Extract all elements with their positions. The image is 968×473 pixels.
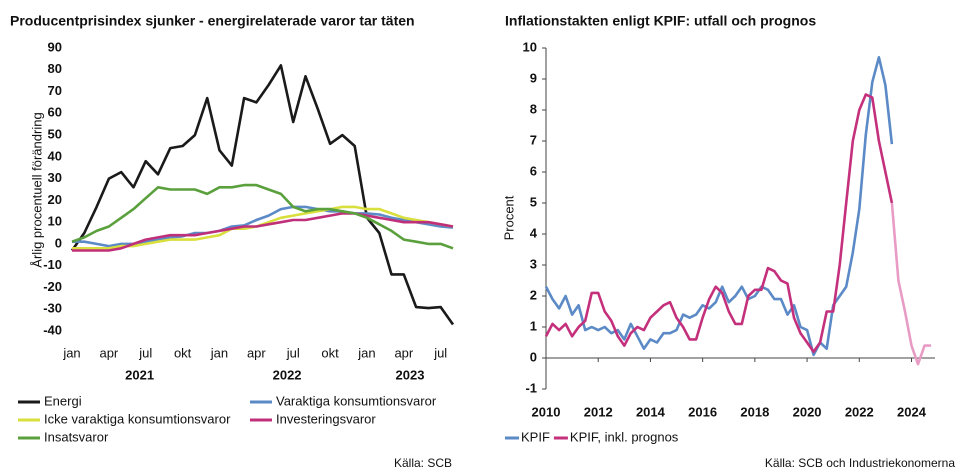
y-tick-label: 9	[530, 70, 537, 85]
x-tick-label: jan	[62, 345, 80, 360]
y-tick-label: 4	[530, 225, 538, 240]
series-line	[70, 64, 455, 326]
y-tick-label: -20	[43, 279, 62, 294]
x-tick-label: jan	[210, 345, 228, 360]
y-tick-label: 90	[48, 39, 62, 54]
x-tick-label: jul	[286, 345, 300, 360]
series-line	[890, 202, 932, 366]
x-tick-label: apr	[99, 345, 118, 360]
y-axis-label: Procent	[501, 195, 516, 240]
x-tick-label: 2020	[793, 404, 822, 419]
x-tick-label: 2012	[584, 404, 613, 419]
source: Källa: SCB	[394, 456, 452, 470]
x-tick-label: okt	[321, 345, 339, 360]
year-label: 2022	[273, 367, 302, 382]
legend-label: Icke varaktiga konsumtionsvaror	[44, 411, 231, 426]
x-tick-label: 2014	[636, 404, 666, 419]
x-tick-label: 2016	[688, 404, 717, 419]
year-label: 2021	[125, 367, 154, 382]
y-tick-label: -40	[43, 322, 62, 337]
x-tick-label: jul	[433, 345, 447, 360]
x-tick-label: 2024	[897, 404, 927, 419]
y-tick-label: 50	[48, 127, 62, 142]
source: Källa: SCB och Industriekonomerna	[765, 456, 955, 470]
y-tick-label: 6	[530, 163, 537, 178]
series-line	[72, 212, 454, 252]
year-label: 2023	[396, 367, 425, 382]
y-tick-label: 80	[48, 61, 62, 76]
x-tick-label: 2022	[845, 404, 874, 419]
series-line	[71, 183, 454, 250]
x-tick-label: jan	[357, 345, 375, 360]
series-line	[544, 93, 894, 354]
y-tick-label: -1	[525, 380, 537, 395]
y-tick-label: 10	[523, 39, 537, 54]
y-tick-label: 40	[48, 148, 62, 163]
y-tick-label: 1	[530, 318, 537, 333]
y-tick-label: -30	[43, 301, 62, 316]
legend-label: KPIF, inkl. prognos	[570, 429, 679, 444]
chart-title: Inflationstakten enligt KPIF: utfall och…	[505, 13, 816, 29]
y-axis-label: Årlig procentuell förändring	[29, 112, 44, 267]
legend-label: Varaktiga konsumtionsvaror	[276, 393, 437, 408]
y-tick-label: 70	[48, 83, 62, 98]
chart-title: Producentprisindex sjunker - energirelat…	[10, 13, 415, 29]
series-line	[544, 56, 894, 357]
y-tick-label: 2	[530, 287, 537, 302]
y-tick-label: 3	[530, 256, 537, 271]
legend-label: Investeringsvaror	[276, 411, 376, 426]
legend-label: KPIF	[521, 429, 550, 444]
x-tick-label: apr	[247, 345, 266, 360]
y-tick-label: 20	[48, 192, 62, 207]
y-tick-label: 8	[530, 101, 537, 116]
y-tick-label: -10	[43, 257, 62, 272]
y-tick-label: 30	[48, 170, 62, 185]
legend-label: Insatsvaror	[44, 429, 109, 444]
y-tick-label: 0	[530, 349, 537, 364]
y-tick-label: 10	[48, 214, 62, 229]
x-tick-label: apr	[394, 345, 413, 360]
y-tick-label: 7	[530, 132, 537, 147]
y-tick-label: 0	[55, 235, 62, 250]
x-tick-label: 2010	[532, 404, 561, 419]
x-tick-label: okt	[174, 345, 192, 360]
x-tick-label: 2018	[740, 404, 769, 419]
x-tick-label: jul	[138, 345, 152, 360]
y-tick-label: 5	[530, 194, 537, 209]
legend-label: Energi	[44, 393, 82, 408]
y-tick-label: 60	[48, 105, 62, 120]
